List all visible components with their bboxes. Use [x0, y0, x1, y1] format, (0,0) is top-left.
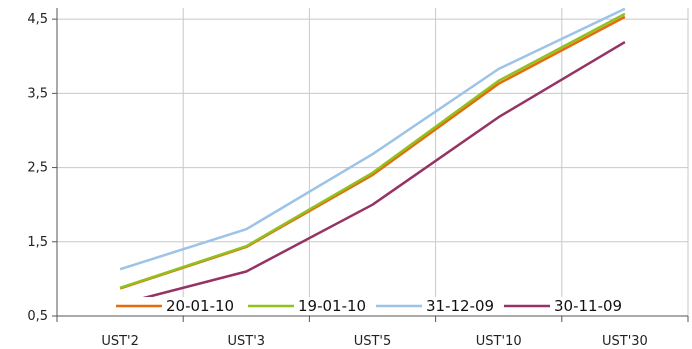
series-line-31-12-09 [119, 7, 626, 271]
legend-label: 30-11-09 [554, 297, 622, 315]
y-tick-label: 0,5 [27, 309, 48, 324]
series-lines [119, 7, 626, 306]
x-tick-labels: UST'2 UST'3 UST'5 UST'10 UST'30 [101, 334, 647, 349]
legend-label: 31-12-09 [426, 297, 494, 315]
legend: 20-01-10 19-01-10 31-12-09 30-11-09 [114, 297, 622, 315]
y-tick-label: 3,5 [27, 86, 48, 101]
series-line-19-01-10 [119, 12, 626, 289]
y-tick-label: 1,5 [27, 235, 48, 250]
x-tick-label: UST'3 [228, 334, 266, 349]
x-tick-label: UST'30 [602, 334, 648, 349]
series-line-30-11-09 [119, 41, 626, 306]
x-tick-label: UST'2 [101, 334, 139, 349]
axes [52, 8, 689, 322]
legend-item-bg [502, 297, 620, 315]
legend-item-bg [246, 297, 364, 315]
y-tick-label: 4,5 [27, 12, 48, 27]
legend-item-bg [374, 297, 492, 315]
gridlines [57, 8, 689, 316]
y-tick-labels: 0,5 1,5 2,5 3,5 4,5 [27, 12, 48, 324]
y-tick-label: 2,5 [27, 161, 48, 176]
legend-item-bg [114, 297, 232, 315]
legend-label: 19-01-10 [298, 297, 366, 315]
x-tick-label: UST'5 [354, 334, 392, 349]
legend-label: 20-01-10 [166, 297, 234, 315]
x-tick-label: UST'10 [476, 334, 522, 349]
